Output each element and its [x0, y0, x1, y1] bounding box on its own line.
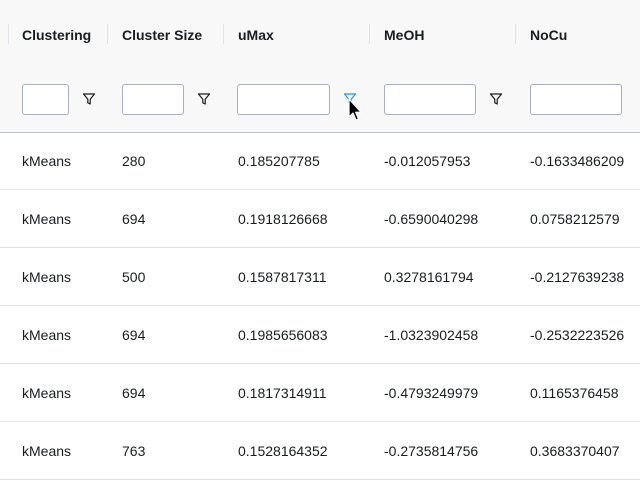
cell-cluster-size: 694	[122, 211, 146, 227]
table-row[interactable]: kMeans 763 0.1528164352 -0.2735814756 0.…	[0, 423, 640, 480]
cell-meoh: -0.2735814756	[384, 443, 479, 459]
column-separator	[107, 24, 108, 44]
cell-clustering: kMeans	[22, 211, 72, 227]
cell-nocu: -0.1633486209	[530, 153, 625, 169]
cell-cluster-size: 694	[122, 385, 146, 401]
cell-nocu: -0.2532223526	[530, 327, 625, 343]
cell-meoh: 0.3278161794	[384, 269, 474, 285]
cell-umax: 0.1985656083	[238, 327, 328, 343]
cell-clustering: kMeans	[22, 269, 72, 285]
table-row[interactable]: kMeans 694 0.1985656083 -1.0323902458 -0…	[0, 307, 640, 364]
table-row[interactable]: kMeans 500 0.1587817311 0.3278161794 -0.…	[0, 249, 640, 306]
table-row[interactable]: kMeans 694 0.1918126668 -0.6590040298 0.…	[0, 191, 640, 248]
filter-funnel-icon[interactable]	[489, 92, 503, 106]
header-meoh[interactable]: MeOH	[384, 27, 425, 43]
cell-cluster-size: 763	[122, 443, 146, 459]
filter-row	[0, 68, 640, 133]
column-separator	[8, 24, 9, 44]
header-umax[interactable]: uMax	[238, 27, 274, 43]
cell-clustering: kMeans	[22, 327, 72, 343]
cell-umax: 0.1817314911	[238, 385, 327, 401]
cell-umax: 0.1528164352	[238, 443, 328, 459]
cell-cluster-size: 280	[122, 153, 146, 169]
filter-input-meoh[interactable]	[384, 84, 476, 115]
cell-umax: 0.185207785	[238, 153, 320, 169]
column-separator	[515, 24, 516, 44]
cell-clustering: kMeans	[22, 153, 72, 169]
table-row[interactable]: kMeans 694 0.1817314911 -0.4793249979 0.…	[0, 365, 640, 422]
filter-input-umax[interactable]	[237, 84, 330, 115]
cell-nocu: 0.1165376458	[530, 385, 619, 401]
filter-input-nocu[interactable]	[530, 84, 622, 115]
cell-umax: 0.1587817311	[238, 269, 327, 285]
cell-meoh: -0.012057953	[384, 153, 471, 169]
mouse-cursor-icon	[348, 98, 362, 121]
filter-funnel-icon[interactable]	[82, 92, 96, 106]
header-clustering[interactable]: Clustering	[22, 27, 92, 43]
header-cluster-size[interactable]: Cluster Size	[122, 27, 203, 43]
column-separator	[369, 24, 370, 44]
cell-cluster-size: 500	[122, 269, 146, 285]
filter-funnel-icon[interactable]	[197, 92, 211, 106]
filter-input-clustering[interactable]	[22, 84, 69, 115]
cell-cluster-size: 694	[122, 327, 146, 343]
cell-nocu: 0.0758212579	[530, 211, 620, 227]
cell-nocu: 0.3683370407	[530, 443, 620, 459]
cell-clustering: kMeans	[22, 385, 72, 401]
table-row[interactable]: kMeans 280 0.185207785 -0.012057953 -0.1…	[0, 133, 640, 190]
cell-meoh: -0.4793249979	[384, 385, 479, 401]
cell-nocu: -0.2127639238	[530, 269, 625, 285]
column-separator	[223, 24, 224, 44]
cell-clustering: kMeans	[22, 443, 72, 459]
header-row: Clustering Cluster Size uMax MeOH NoCu	[0, 0, 640, 69]
filter-input-cluster-size[interactable]	[122, 84, 184, 115]
cell-meoh: -1.0323902458	[384, 327, 479, 343]
cell-meoh: -0.6590040298	[384, 211, 479, 227]
cell-umax: 0.1918126668	[238, 211, 328, 227]
header-nocu[interactable]: NoCu	[530, 27, 568, 43]
